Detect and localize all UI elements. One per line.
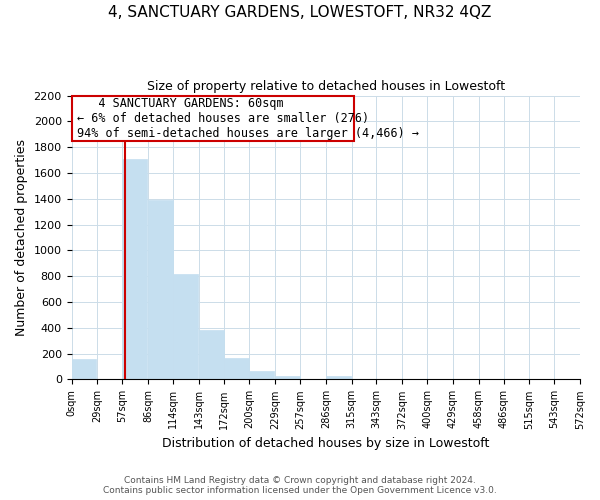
Bar [148, 200, 173, 380]
FancyBboxPatch shape [71, 96, 354, 141]
Bar [224, 358, 250, 380]
Y-axis label: Number of detached properties: Number of detached properties [15, 139, 28, 336]
Title: Size of property relative to detached houses in Lowestoft: Size of property relative to detached ho… [147, 80, 505, 93]
Bar [275, 376, 300, 380]
Bar [326, 376, 350, 380]
Bar [173, 274, 198, 380]
Text: 4, SANCTUARY GARDENS, LOWESTOFT, NR32 4QZ: 4, SANCTUARY GARDENS, LOWESTOFT, NR32 4Q… [109, 5, 491, 20]
Bar [250, 371, 274, 380]
Text: 4 SANCTUARY GARDENS: 60sqm
← 6% of detached houses are smaller (276)
94% of semi: 4 SANCTUARY GARDENS: 60sqm ← 6% of detac… [77, 97, 419, 140]
Bar [199, 330, 224, 380]
Bar [71, 360, 97, 380]
Text: Contains HM Land Registry data © Crown copyright and database right 2024.
Contai: Contains HM Land Registry data © Crown c… [103, 476, 497, 495]
Bar [122, 159, 147, 380]
X-axis label: Distribution of detached houses by size in Lowestoft: Distribution of detached houses by size … [162, 437, 490, 450]
